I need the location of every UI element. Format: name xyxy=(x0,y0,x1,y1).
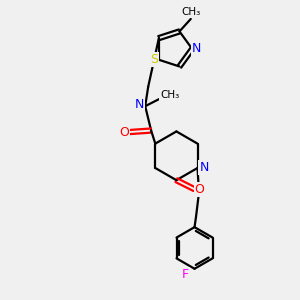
Text: S: S xyxy=(150,53,158,66)
Text: N: N xyxy=(200,161,209,175)
Text: O: O xyxy=(195,183,205,196)
Text: CH₃: CH₃ xyxy=(182,8,201,17)
Text: N: N xyxy=(135,98,144,111)
Text: F: F xyxy=(182,268,189,281)
Text: N: N xyxy=(192,42,201,56)
Text: CH₃: CH₃ xyxy=(160,90,179,100)
Text: O: O xyxy=(119,125,129,139)
